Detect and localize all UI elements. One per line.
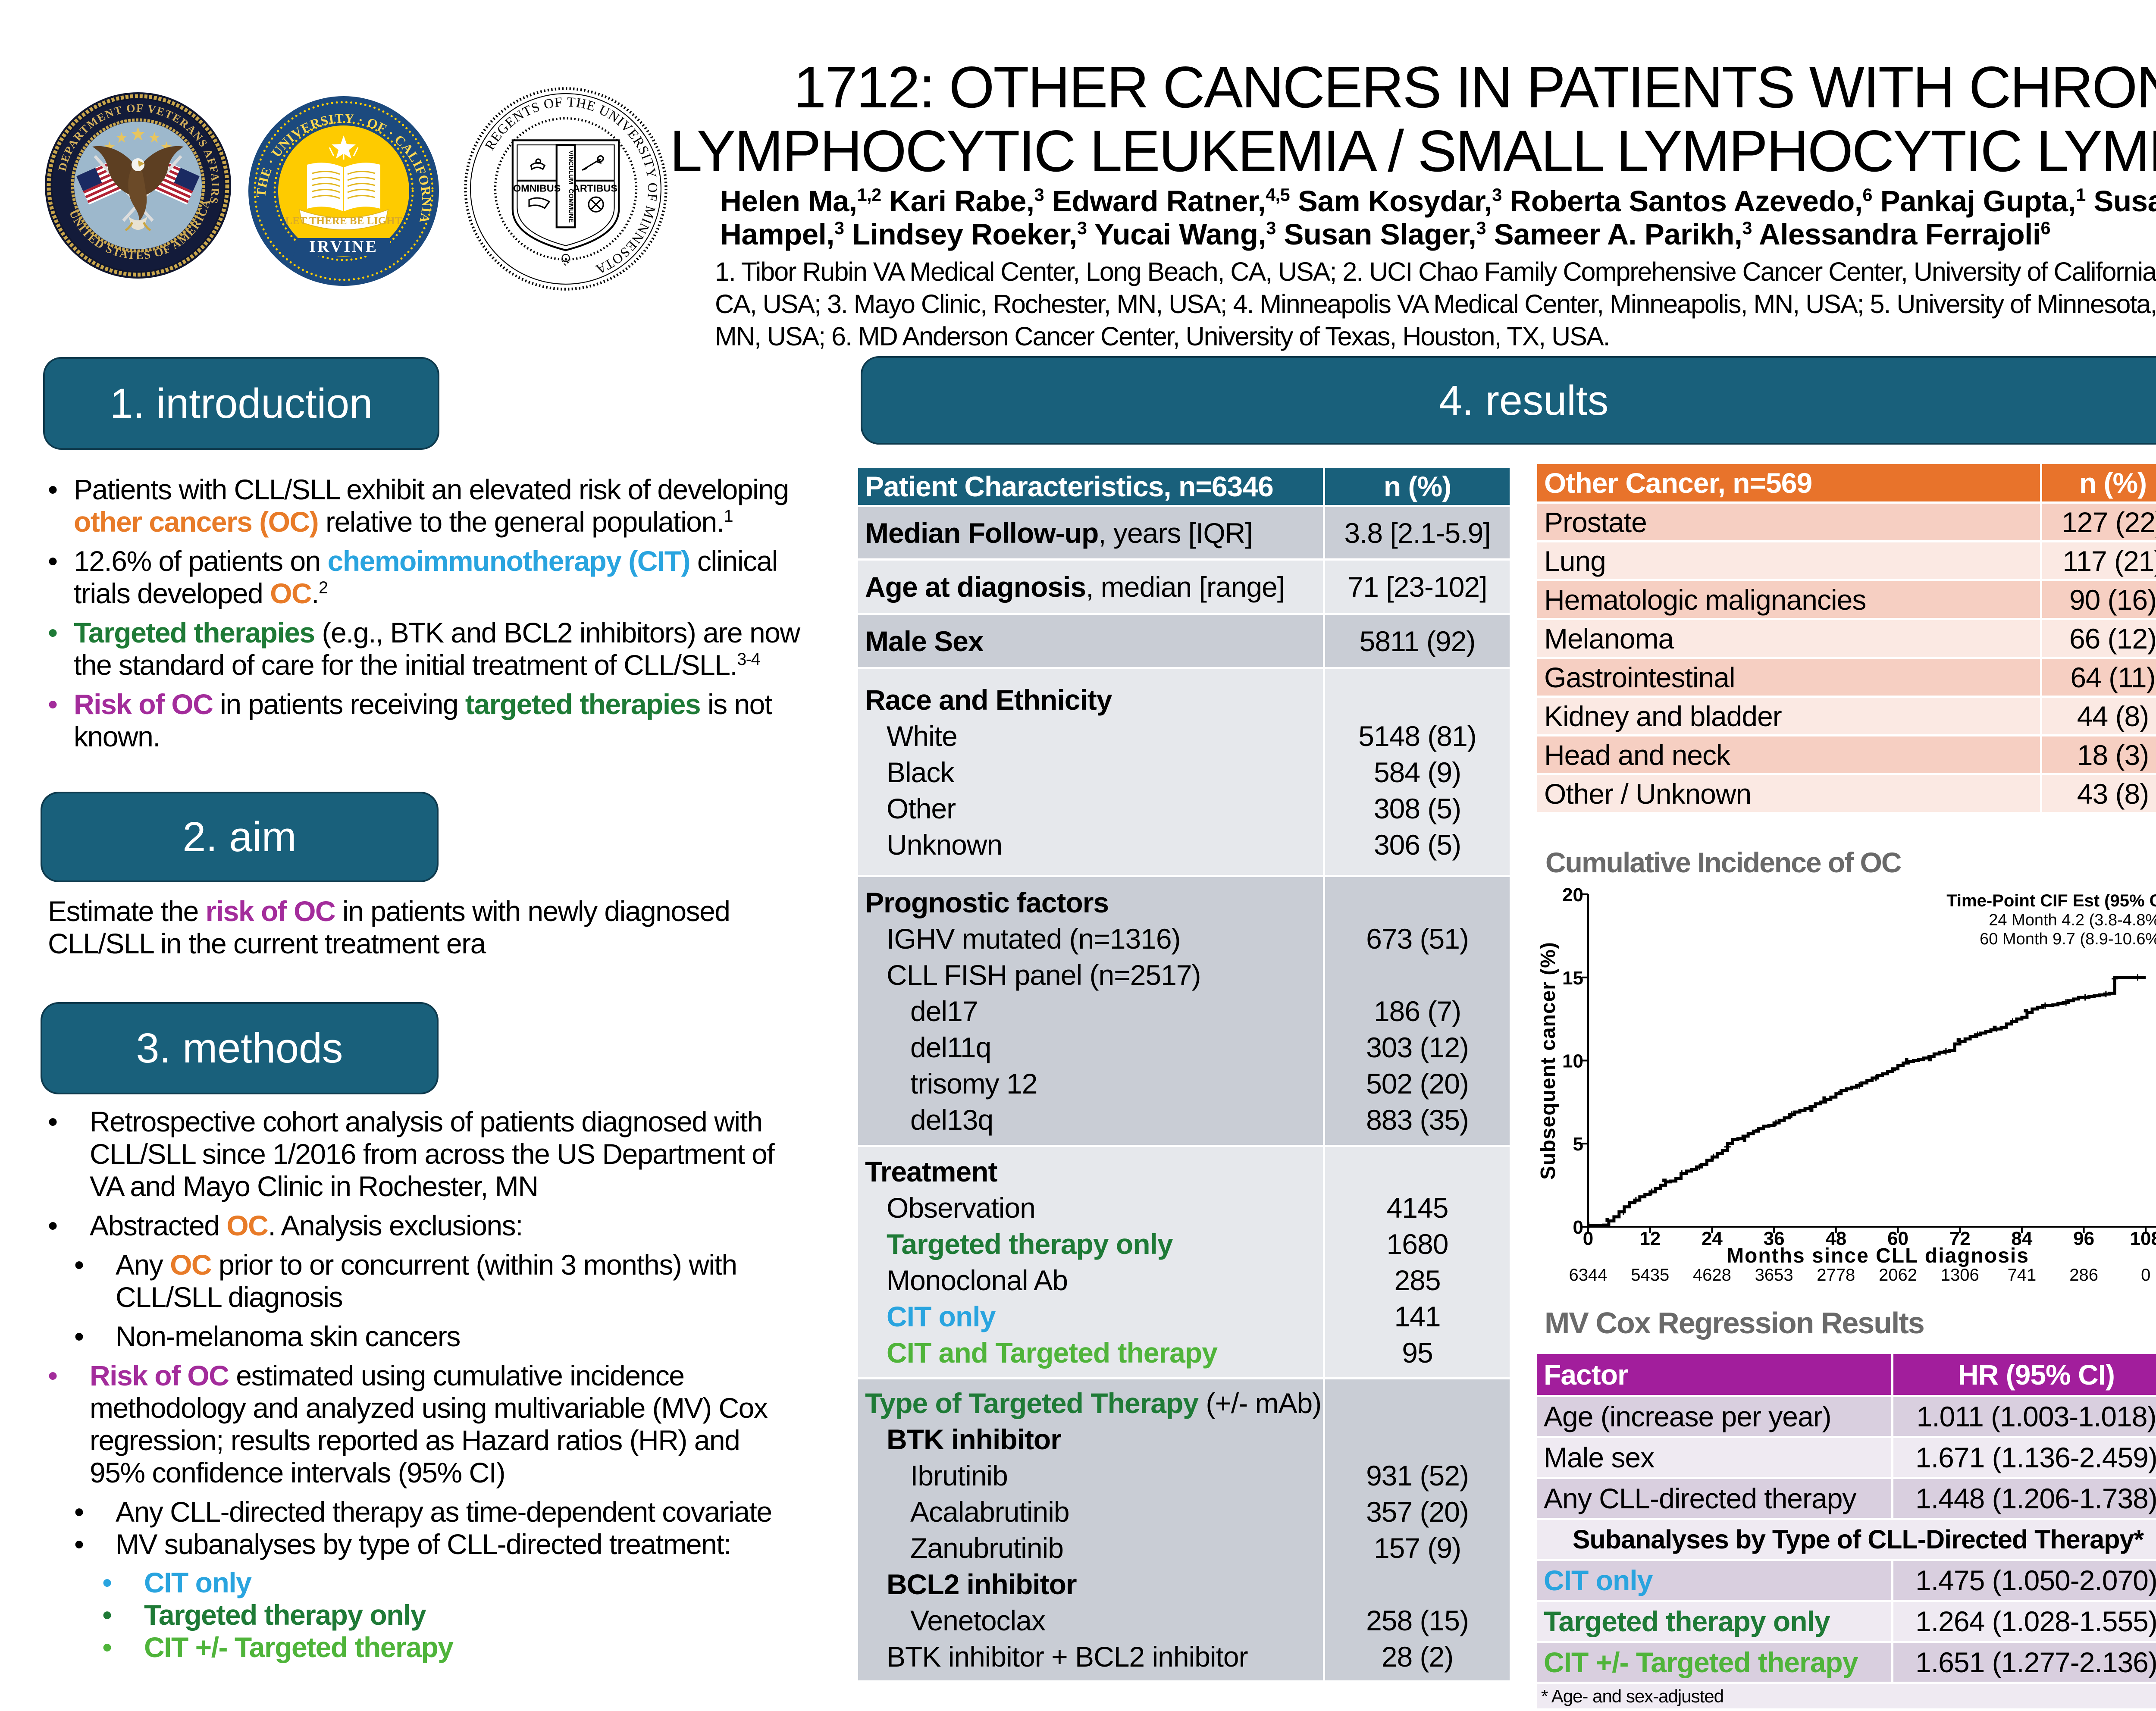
svg-text:24 Month 4.2 (3.8-4.8%): 24 Month 4.2 (3.8-4.8%)	[1989, 911, 2156, 929]
svg-text:5435: 5435	[1631, 1266, 1669, 1285]
svg-text:4628: 4628	[1693, 1266, 1731, 1285]
svg-text:60: 60	[1887, 1228, 1908, 1249]
svg-text:OMNIBUS: OMNIBUS	[513, 182, 561, 194]
svg-text:741: 741	[2008, 1266, 2037, 1285]
svg-text:5: 5	[1573, 1134, 1583, 1155]
svg-text:COMMUNE: COMMUNE	[567, 189, 574, 223]
svg-text:12: 12	[1639, 1228, 1661, 1249]
svg-text:Subsequent cancer (%): Subsequent cancer (%)	[1537, 942, 1560, 1180]
svg-text:60 Month 9.7 (8.9-10.6%): 60 Month 9.7 (8.9-10.6%)	[1980, 930, 2156, 948]
svg-text:36: 36	[1764, 1228, 1785, 1249]
svg-text:LET THERE BE LIGHT: LET THERE BE LIGHT	[285, 215, 402, 227]
svg-text:0: 0	[1583, 1228, 1593, 1249]
svg-text:2062: 2062	[1879, 1266, 1917, 1285]
svg-text:3653: 3653	[1755, 1266, 1793, 1285]
svg-text:48: 48	[1825, 1228, 1846, 1249]
svg-text:IRVINE: IRVINE	[309, 238, 378, 256]
svg-text:Months since CLL diagnosis: Months since CLL diagnosis	[1727, 1244, 2029, 1267]
svg-text:0: 0	[1573, 1217, 1583, 1238]
svg-text:286: 286	[2069, 1266, 2098, 1285]
svg-text:84: 84	[2011, 1228, 2032, 1249]
svg-text:0: 0	[2141, 1266, 2150, 1285]
svg-text:6344: 6344	[1569, 1266, 1608, 1285]
svg-text:24: 24	[1702, 1228, 1723, 1249]
svg-text:2778: 2778	[1817, 1266, 1855, 1285]
svg-text:VINCULUM: VINCULUM	[567, 150, 574, 184]
svg-text:96: 96	[2073, 1228, 2094, 1249]
svg-text:108: 108	[2130, 1228, 2156, 1249]
svg-text:15: 15	[1562, 968, 1583, 989]
svg-text:ARTIBUS: ARTIBUS	[573, 182, 617, 194]
svg-text:1306: 1306	[1941, 1266, 1979, 1285]
svg-text:10: 10	[1562, 1051, 1583, 1072]
svg-text:20: 20	[1562, 884, 1583, 906]
svg-text:Time-Point CIF Est (95% CI): Time-Point CIF Est (95% CI)	[1946, 891, 2156, 910]
svg-text:72: 72	[1949, 1228, 1971, 1249]
